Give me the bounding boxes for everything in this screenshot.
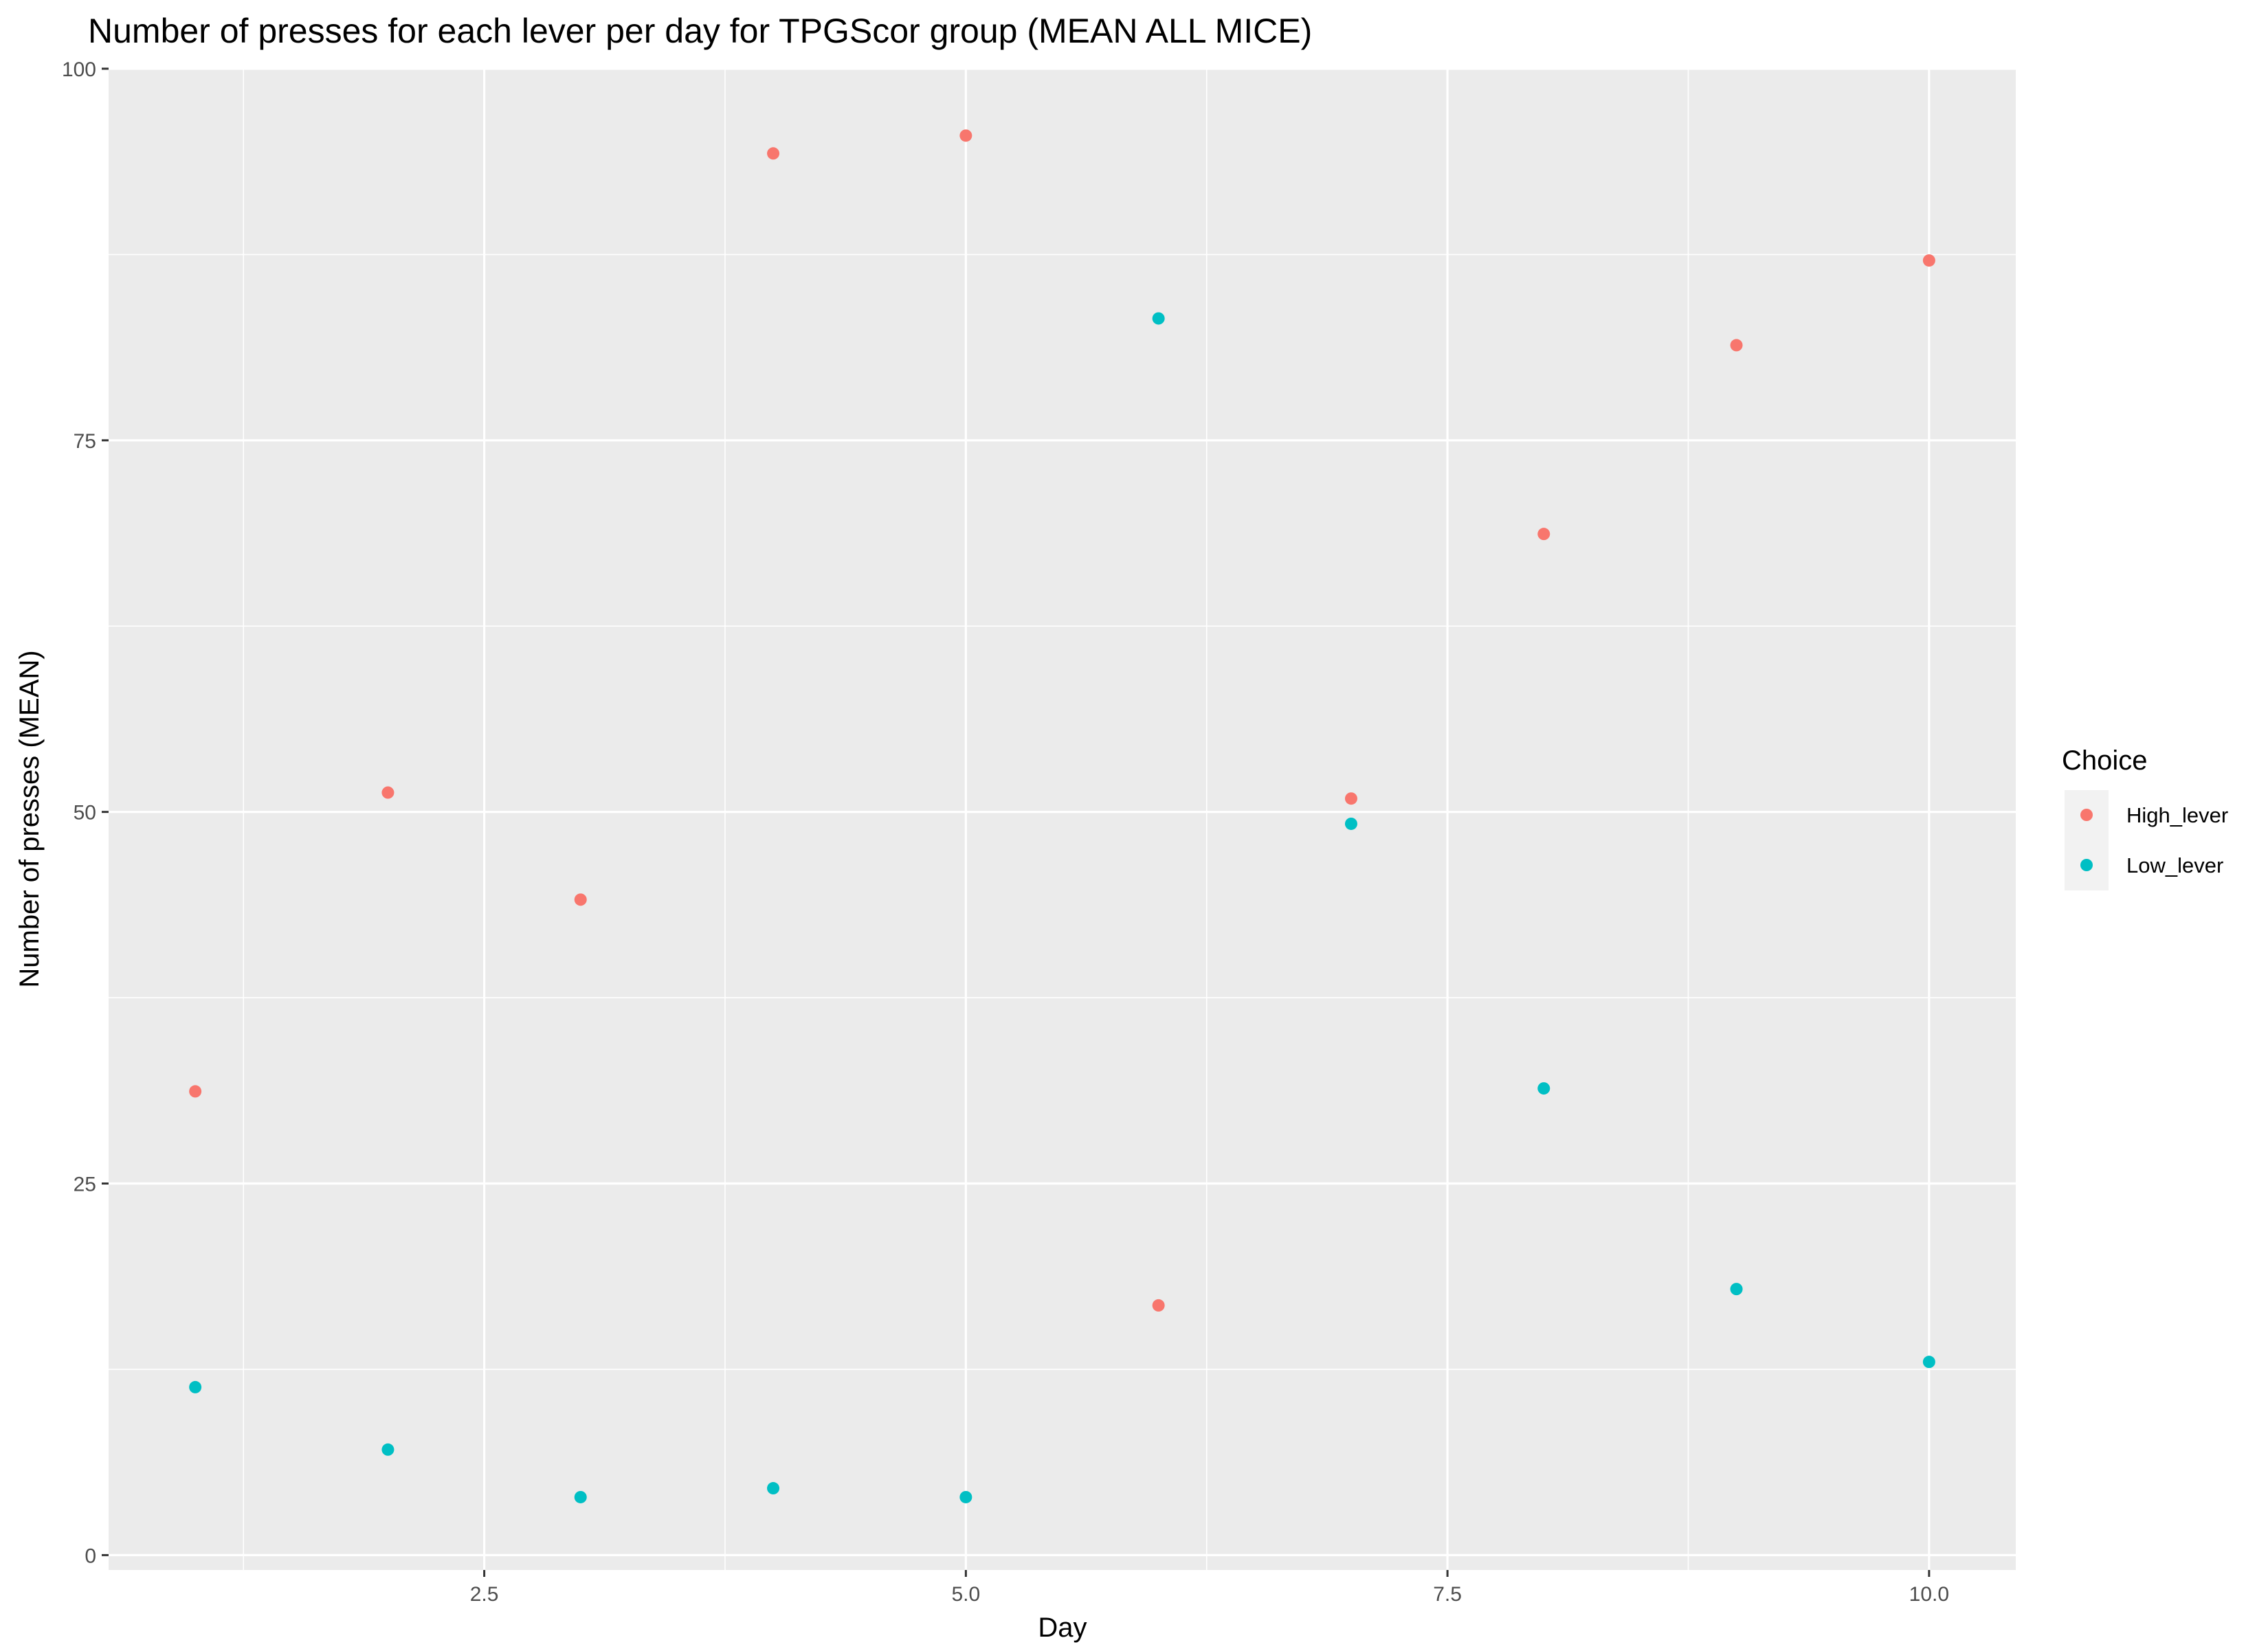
grid-minor <box>109 69 2016 1570</box>
point-low-lever <box>1730 1283 1743 1296</box>
x-tick-label: 2.5 <box>470 1583 499 1606</box>
point-high-lever <box>1730 339 1743 352</box>
legend-key-high-lever <box>2080 809 2093 821</box>
point-high-lever <box>767 147 780 160</box>
y-tick-label: 50 <box>74 802 96 824</box>
point-low-lever <box>1922 1356 1935 1369</box>
x-tick-label: 7.5 <box>1433 1583 1462 1606</box>
y-tick-label: 25 <box>74 1174 96 1196</box>
point-high-lever <box>189 1085 202 1098</box>
y-axis-title: Number of presses (MEAN) <box>14 650 45 987</box>
point-low-lever <box>574 1490 587 1503</box>
x-tick-label: 5.0 <box>951 1583 980 1606</box>
x-axis: 2.5 5.0 7.5 10.0 <box>470 1570 1949 1606</box>
grid-major <box>109 67 2016 1570</box>
y-tick-label: 100 <box>62 58 96 81</box>
legend-key-low-lever <box>2080 859 2093 871</box>
legend-label: High_lever <box>2126 803 2228 827</box>
x-axis-title: Day <box>1038 1613 1087 1643</box>
chart-title: Number of presses for each lever per day… <box>88 12 1312 50</box>
point-high-lever <box>574 893 587 906</box>
point-low-lever <box>959 1490 972 1503</box>
legend-items: High_lever Low_lever <box>2065 790 2228 890</box>
x-tick-label: 10.0 <box>1909 1583 1949 1606</box>
y-tick-label: 0 <box>85 1545 96 1567</box>
legend-title: Choice <box>2062 745 2148 776</box>
point-low-lever <box>1344 817 1357 830</box>
point-high-lever <box>1344 792 1357 805</box>
point-high-lever <box>1152 1299 1165 1312</box>
point-low-lever <box>189 1380 202 1393</box>
y-axis: 0 25 50 75 100 <box>62 58 109 1567</box>
point-low-lever <box>1537 1082 1550 1095</box>
point-low-lever <box>767 1482 780 1495</box>
point-high-lever <box>1922 254 1935 267</box>
legend-label: Low_lever <box>2126 853 2223 877</box>
y-tick-label: 75 <box>74 430 96 453</box>
point-high-lever <box>959 129 972 142</box>
point-low-lever <box>1152 312 1165 325</box>
plot-panel <box>109 69 2016 1570</box>
legend: Choice High_lever Low_lever <box>2062 745 2228 890</box>
data-points <box>189 129 1935 1503</box>
point-low-lever <box>381 1443 394 1456</box>
point-high-lever <box>381 786 394 799</box>
point-high-lever <box>1537 528 1550 541</box>
